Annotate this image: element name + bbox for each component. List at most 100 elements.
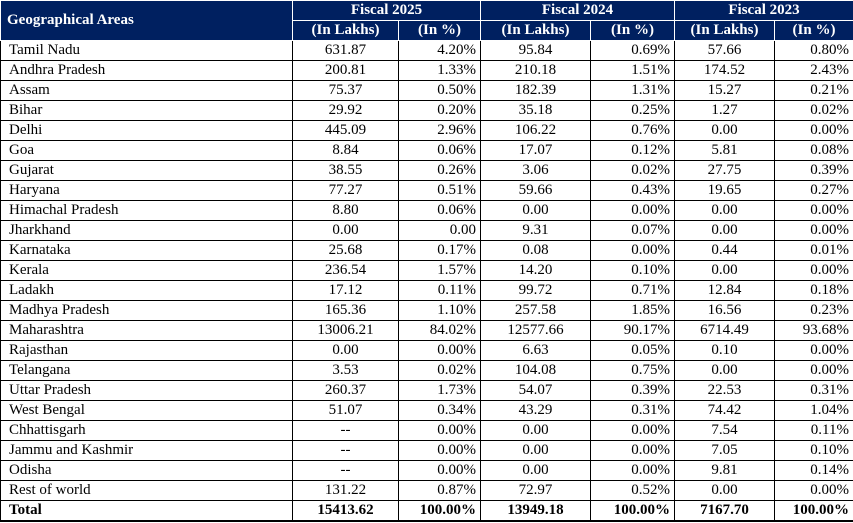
table-row: Ladakh 17.12 0.11% 99.72 0.71% 12.84 0.18% [0, 280, 853, 301]
value-pct-2025: 2.96% [398, 120, 481, 141]
area-name: Rajasthan [0, 340, 293, 361]
value-pct-2025: 0.11% [398, 280, 481, 301]
value-lakhs-2024: 0.00 [480, 200, 591, 221]
value-pct-2023: 0.31% [774, 380, 853, 401]
value-lakhs-2024: 9.31 [480, 220, 591, 241]
value-pct-2023: 0.39% [774, 160, 853, 181]
area-name: Chhattisgarh [0, 420, 293, 441]
value-lakhs-2025: 0.00 [292, 220, 399, 241]
value-pct-2024: 0.05% [590, 340, 675, 361]
value-lakhs-2025: 165.36 [292, 300, 399, 321]
value-lakhs-2024: 0.08 [480, 240, 591, 261]
value-lakhs-2025: 13006.21 [292, 320, 399, 341]
value-lakhs-2023: 6714.49 [674, 320, 775, 341]
value-pct-2023: 0.00% [774, 200, 853, 221]
value-pct-2024: 1.85% [590, 300, 675, 321]
value-lakhs-2024: 257.58 [480, 300, 591, 321]
value-pct-2025: 1.33% [398, 60, 481, 81]
value-pct-2023: 100.00% [774, 500, 853, 522]
value-pct-2023: 0.27% [774, 180, 853, 201]
table-row: Madhya Pradesh 165.36 1.10% 257.58 1.85% 16.5… [0, 300, 853, 321]
value-pct-2023: 0.14% [774, 460, 853, 481]
area-name: Goa [0, 140, 293, 161]
value-lakhs-2025: 29.92 [292, 100, 399, 121]
value-pct-2023: 2.43% [774, 60, 853, 81]
value-pct-2023: 0.00% [774, 120, 853, 141]
value-pct-2023: 0.00% [774, 340, 853, 361]
value-pct-2025: 0.06% [398, 140, 481, 161]
value-lakhs-2023: 174.52 [674, 60, 775, 81]
value-pct-2024: 1.31% [590, 80, 675, 101]
value-pct-2025: 0.17% [398, 240, 481, 261]
value-pct-2025: 1.73% [398, 380, 481, 401]
table-row: Delhi 445.09 2.96% 106.22 0.76% 0.00 0.00% [0, 120, 853, 141]
value-pct-2023: 0.21% [774, 80, 853, 101]
value-pct-2023: 0.00% [774, 480, 853, 501]
value-lakhs-2025: 131.22 [292, 480, 399, 501]
table-row: Kerala 236.54 1.57% 14.20 0.10% 0.00 0.00% [0, 260, 853, 281]
area-name: Rest of world [0, 480, 293, 501]
header-row-years: Geographical Areas Fiscal 2025 Fiscal 20… [0, 0, 853, 41]
value-pct-2023: 1.04% [774, 400, 853, 421]
value-lakhs-2025: 17.12 [292, 280, 399, 301]
value-lakhs-2023: 1.27 [674, 100, 775, 121]
value-lakhs-2023: 0.00 [674, 120, 775, 141]
value-lakhs-2025: 3.53 [292, 360, 399, 381]
value-lakhs-2023: 0.00 [674, 200, 775, 221]
table-row: Telangana 3.53 0.02% 104.08 0.75% 0.00 0.00% [0, 360, 853, 381]
header-unit-lakhs: (In Lakhs) [480, 20, 591, 41]
value-pct-2024: 0.00% [590, 460, 675, 481]
value-lakhs-2023: 0.00 [674, 360, 775, 381]
value-lakhs-2024: 6.63 [480, 340, 591, 361]
value-lakhs-2023: 9.81 [674, 460, 775, 481]
value-pct-2025: 0.00% [398, 420, 481, 441]
header-fiscal-2025: Fiscal 2025 [292, 0, 481, 21]
value-pct-2023: 0.18% [774, 280, 853, 301]
value-pct-2025: 1.57% [398, 260, 481, 281]
value-lakhs-2024: 106.22 [480, 120, 591, 141]
value-lakhs-2023: 74.42 [674, 400, 775, 421]
value-lakhs-2024: 104.08 [480, 360, 591, 381]
area-name: Total [0, 500, 293, 522]
header-geographical-areas: Geographical Areas [0, 0, 293, 41]
value-pct-2024: 0.00% [590, 240, 675, 261]
value-pct-2024: 0.31% [590, 400, 675, 421]
header-fiscal-2023: Fiscal 2023 [674, 0, 853, 21]
value-lakhs-2025: 38.55 [292, 160, 399, 181]
table-row: Assam 75.37 0.50% 182.39 1.31% 15.27 0.21% [0, 80, 853, 101]
header-unit-pct: (In %) [590, 20, 675, 41]
table-row: Andhra Pradesh 200.81 1.33% 210.18 1.51% 174.… [0, 60, 853, 81]
area-name: Delhi [0, 120, 293, 141]
value-pct-2025: 1.10% [398, 300, 481, 321]
header-fiscal-2024: Fiscal 2024 [480, 0, 675, 21]
value-lakhs-2024: 0.00 [480, 440, 591, 461]
area-name: Assam [0, 80, 293, 101]
value-lakhs-2024: 0.00 [480, 420, 591, 441]
table-row: Rajasthan 0.00 0.00% 6.63 0.05% 0.10 0.00% [0, 340, 853, 361]
table-row: Uttar Pradesh 260.37 1.73% 54.07 0.39% 22.53 0… [0, 380, 853, 401]
value-lakhs-2023: 7167.70 [674, 500, 775, 522]
value-lakhs-2024: 13949.18 [480, 500, 591, 522]
value-pct-2024: 0.71% [590, 280, 675, 301]
header-row-units: (In Lakhs) (In %) (In Lakhs) (In %) (In … [1, 20, 853, 41]
value-pct-2025: 0.00% [398, 440, 481, 461]
area-name: Telangana [0, 360, 293, 381]
area-name: Tamil Nadu [0, 40, 293, 61]
value-lakhs-2025: 25.68 [292, 240, 399, 261]
value-lakhs-2023: 15.27 [674, 80, 775, 101]
header-unit-lakhs: (In Lakhs) [292, 20, 399, 41]
value-lakhs-2025: 445.09 [292, 120, 399, 141]
value-pct-2025: 0.06% [398, 200, 481, 221]
value-pct-2023: 0.08% [774, 140, 853, 161]
value-pct-2024: 0.43% [590, 180, 675, 201]
value-lakhs-2023: 27.75 [674, 160, 775, 181]
value-pct-2023: 0.80% [774, 40, 853, 61]
area-name: Himachal Pradesh [0, 200, 293, 221]
value-lakhs-2023: 12.84 [674, 280, 775, 301]
table-row: Karnataka 25.68 0.17% 0.08 0.00% 0.44 0.01% [0, 240, 853, 261]
table-row: Bihar 29.92 0.20% 35.18 0.25% 1.27 0.02% [0, 100, 853, 121]
value-lakhs-2023: 7.05 [674, 440, 775, 461]
value-lakhs-2025: 260.37 [292, 380, 399, 401]
value-pct-2024: 0.07% [590, 220, 675, 241]
